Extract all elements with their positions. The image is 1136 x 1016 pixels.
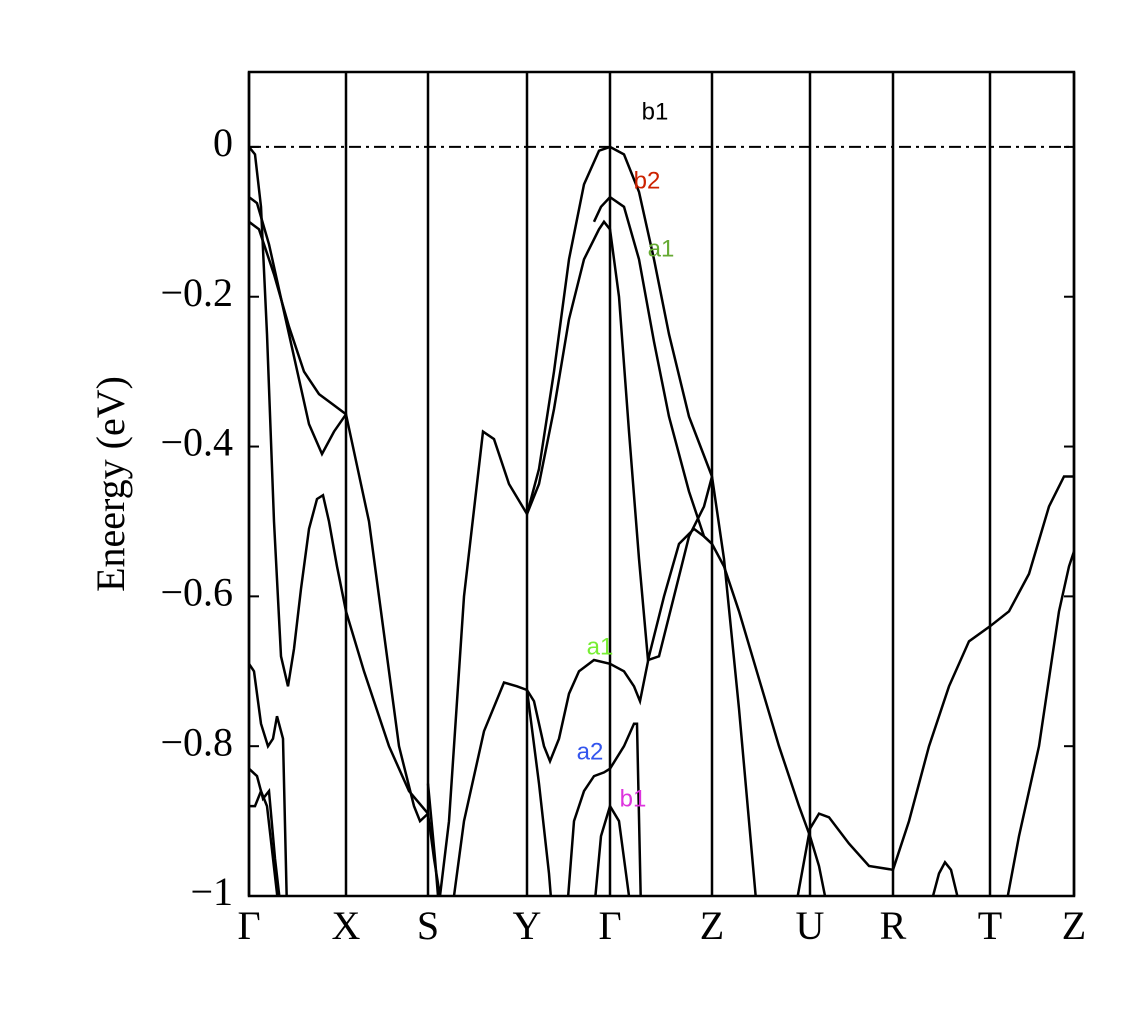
band-line [249,196,429,824]
band-annotation: a1 [648,236,675,263]
band-line [931,860,959,896]
band-line [426,783,440,896]
band-line [796,475,1074,896]
band-line [566,722,642,896]
y-tick-label: −0.4 [160,420,233,465]
band-annotation: b1 [642,99,669,126]
x-tick-label: X [332,903,361,948]
x-tick-label: Y [513,903,542,948]
band-line [525,689,553,896]
band-line [594,803,631,896]
y-tick-label: −1 [190,869,233,914]
x-tick-label: Z [700,903,724,948]
bands [249,145,1074,896]
x-tick-label: Z [1062,903,1086,948]
band-line [525,145,714,515]
plot-frame [247,70,1076,898]
band-line [452,680,528,896]
band-line [710,476,757,896]
y-axis-label: Eneergy (eV) [88,376,133,592]
band-line [249,767,281,896]
x-tick-label: S [417,903,439,948]
band-line [1006,551,1074,896]
band-line [426,429,529,896]
band-line [249,663,288,896]
x-tick-label: U [796,903,825,948]
x-tick-label: Γ [237,903,260,948]
band-annotation: a2 [577,738,604,765]
band-line [525,527,713,765]
band-line [710,543,827,896]
y-tick-label: 0 [213,120,233,165]
x-tick-label: R [880,903,907,948]
band-annotation: b1 [620,785,647,812]
x-tick-label: T [978,903,1002,948]
band-line [592,195,713,545]
band-line [249,146,429,815]
y-tick-label: −0.2 [160,270,233,315]
band-line [525,219,714,662]
band-line [249,220,347,416]
band-annotation: a1 [587,633,614,660]
y-tick-label: −0.8 [160,719,233,764]
y-tick-label: −0.6 [160,570,233,615]
band-annotation: b2 [634,167,661,194]
x-tick-label: Γ [598,903,621,948]
band-line [249,787,279,896]
